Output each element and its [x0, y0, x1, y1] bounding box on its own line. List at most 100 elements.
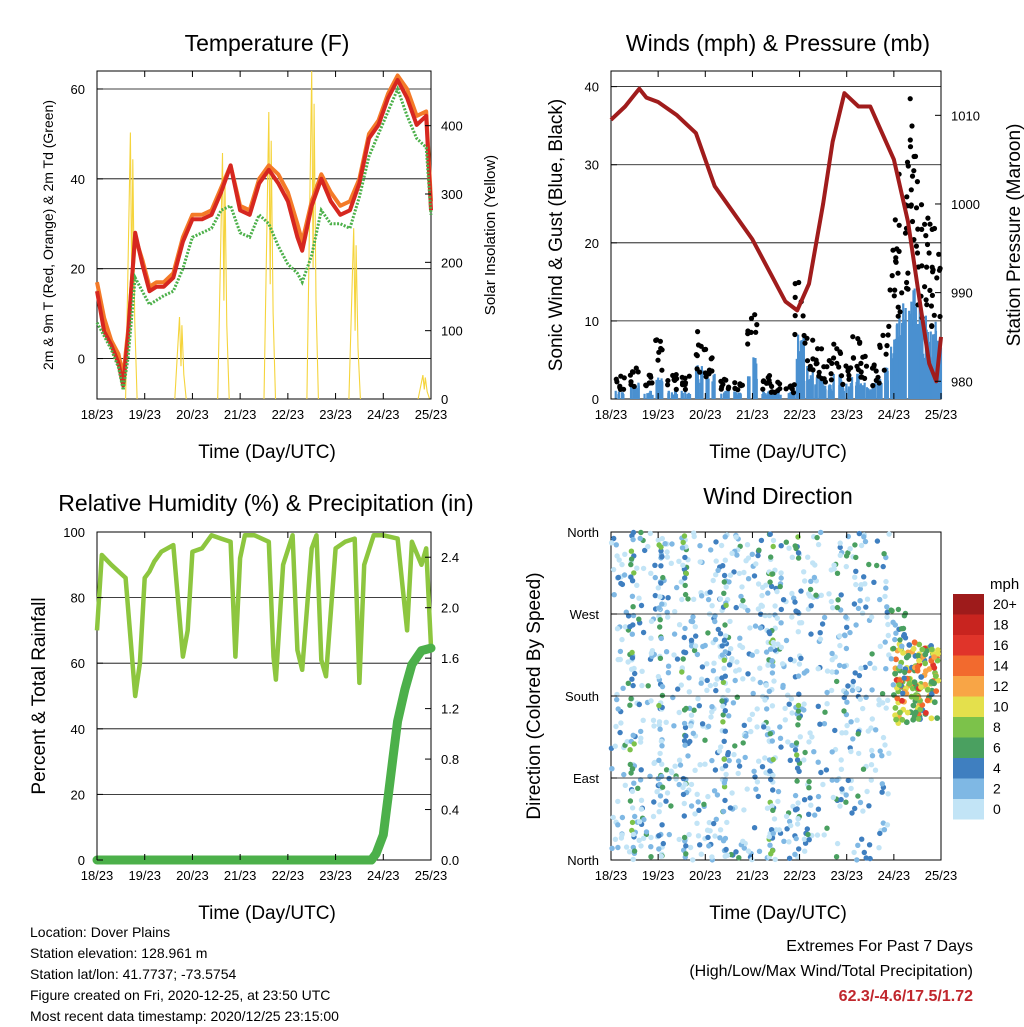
- legend-label: 2: [993, 781, 1001, 797]
- direction-point: [676, 781, 682, 788]
- direction-point: [611, 592, 617, 598]
- gust-point: [703, 374, 709, 380]
- direction-point: [764, 805, 771, 811]
- gust-point: [924, 241, 931, 248]
- direction-point: [618, 580, 624, 587]
- direction-point: [882, 639, 888, 645]
- direction-point: [659, 535, 665, 542]
- direction-point: [715, 567, 721, 574]
- gust-point: [909, 173, 916, 179]
- y-tick-label: North: [567, 853, 599, 868]
- direction-point: [775, 788, 782, 795]
- direction-point: [751, 768, 757, 774]
- direction-point: [898, 626, 905, 632]
- direction-point: [720, 719, 726, 725]
- direction-point: [638, 529, 644, 536]
- direction-point: [838, 592, 844, 598]
- direction-point: [837, 540, 843, 546]
- direction-point: [720, 563, 726, 569]
- direction-point: [628, 770, 634, 776]
- direction-point: [665, 595, 671, 601]
- direction-point: [881, 827, 888, 833]
- direction-point: [664, 790, 671, 796]
- direction-point: [648, 844, 654, 850]
- y-tick-label: 40: [71, 172, 85, 187]
- direction-point: [759, 592, 765, 599]
- direction-point: [720, 808, 727, 815]
- extremes-subtitle: (High/Low/Max Wind/Total Precipitation): [689, 963, 973, 980]
- direction-point: [680, 775, 687, 782]
- gust-point: [769, 383, 775, 389]
- direction-point: [663, 798, 669, 804]
- direction-point: [871, 665, 878, 671]
- direction-point: [885, 791, 891, 797]
- direction-point: [785, 739, 791, 745]
- direction-point: [895, 606, 902, 613]
- direction-point: [862, 581, 868, 587]
- direction-point: [821, 832, 827, 838]
- gust-point: [613, 376, 619, 382]
- gust-point: [686, 373, 692, 379]
- direction-point: [701, 801, 707, 807]
- direction-point: [687, 844, 694, 851]
- direction-point: [845, 777, 851, 784]
- direction-point: [806, 739, 812, 745]
- direction-point: [797, 734, 803, 740]
- direction-point: [808, 631, 814, 637]
- gust-point: [895, 270, 901, 276]
- gust-point: [924, 302, 930, 308]
- direction-point: [688, 723, 694, 729]
- direction-point: [712, 833, 718, 839]
- direction-point: [629, 593, 636, 599]
- direction-point: [659, 743, 665, 749]
- direction-point: [862, 538, 869, 545]
- direction-point: [897, 637, 903, 643]
- direction-point: [738, 602, 745, 609]
- solar-insolation-spike: [263, 111, 277, 400]
- gust-point: [905, 163, 911, 169]
- direction-point-strong: [903, 719, 910, 726]
- gust-point: [931, 225, 938, 232]
- direction-point: [885, 697, 891, 703]
- legend-label: 4: [993, 760, 1001, 776]
- direction-point: [874, 538, 881, 544]
- direction-point: [694, 791, 700, 797]
- x-tick-label: 25/23: [925, 868, 958, 883]
- direction-point: [745, 607, 751, 614]
- direction-point: [631, 848, 638, 854]
- direction-point: [792, 747, 799, 753]
- y2-tick-label: 0.8: [441, 752, 459, 767]
- gust-point: [802, 340, 808, 346]
- direction-point-strong: [912, 709, 919, 716]
- humidity-x-title: Time (Day/UTC): [198, 903, 336, 924]
- direction-point: [740, 740, 746, 746]
- direction-point: [681, 813, 687, 819]
- direction-point: [766, 834, 772, 840]
- direction-point: [659, 692, 666, 699]
- direction-point: [847, 629, 853, 636]
- direction-point: [837, 633, 843, 639]
- gust-point: [816, 369, 822, 375]
- direction-point: [665, 614, 671, 620]
- gust-point: [931, 312, 937, 318]
- x-tick-label: 18/23: [81, 868, 114, 883]
- gust-point: [896, 222, 902, 228]
- gust-point: [703, 346, 709, 352]
- direction-point-strong: [899, 697, 905, 704]
- temperature-y-title: 2m & 9m T (Red, Orange) & 2m Td (Green): [40, 100, 56, 370]
- direction-point: [844, 699, 850, 705]
- direction-point: [794, 752, 800, 758]
- direction-point: [637, 739, 644, 745]
- direction-point: [850, 736, 856, 742]
- direction-point-strong: [915, 716, 922, 722]
- direction-point: [876, 845, 882, 851]
- direction-point: [652, 574, 658, 581]
- direction-point: [857, 598, 863, 604]
- direction-point: [782, 717, 788, 723]
- gust-point: [937, 313, 943, 320]
- direction-point: [721, 579, 727, 585]
- direction-point: [682, 554, 688, 561]
- direction-point: [628, 696, 634, 702]
- direction-point: [721, 738, 727, 744]
- direction-point: [766, 688, 772, 694]
